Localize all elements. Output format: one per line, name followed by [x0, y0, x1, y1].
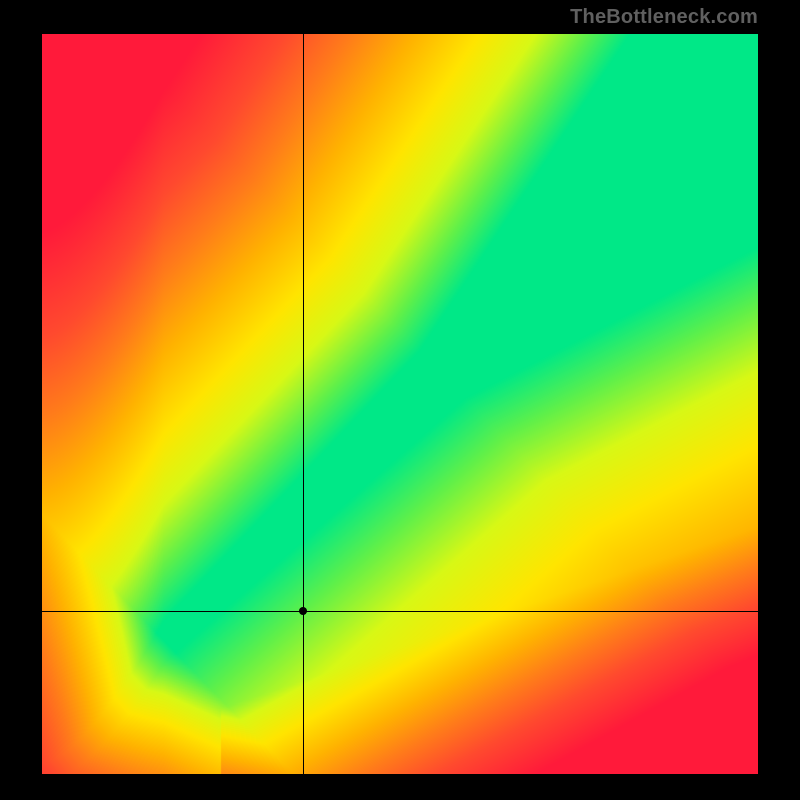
figure-frame: TheBottleneck.com — [0, 0, 800, 800]
attribution-text: TheBottleneck.com — [570, 6, 758, 29]
crosshair-horizontal — [42, 611, 758, 612]
plot-area — [42, 34, 758, 774]
operating-point-marker — [299, 607, 307, 615]
bottleneck-heatmap — [42, 34, 758, 774]
crosshair-vertical — [303, 34, 304, 774]
